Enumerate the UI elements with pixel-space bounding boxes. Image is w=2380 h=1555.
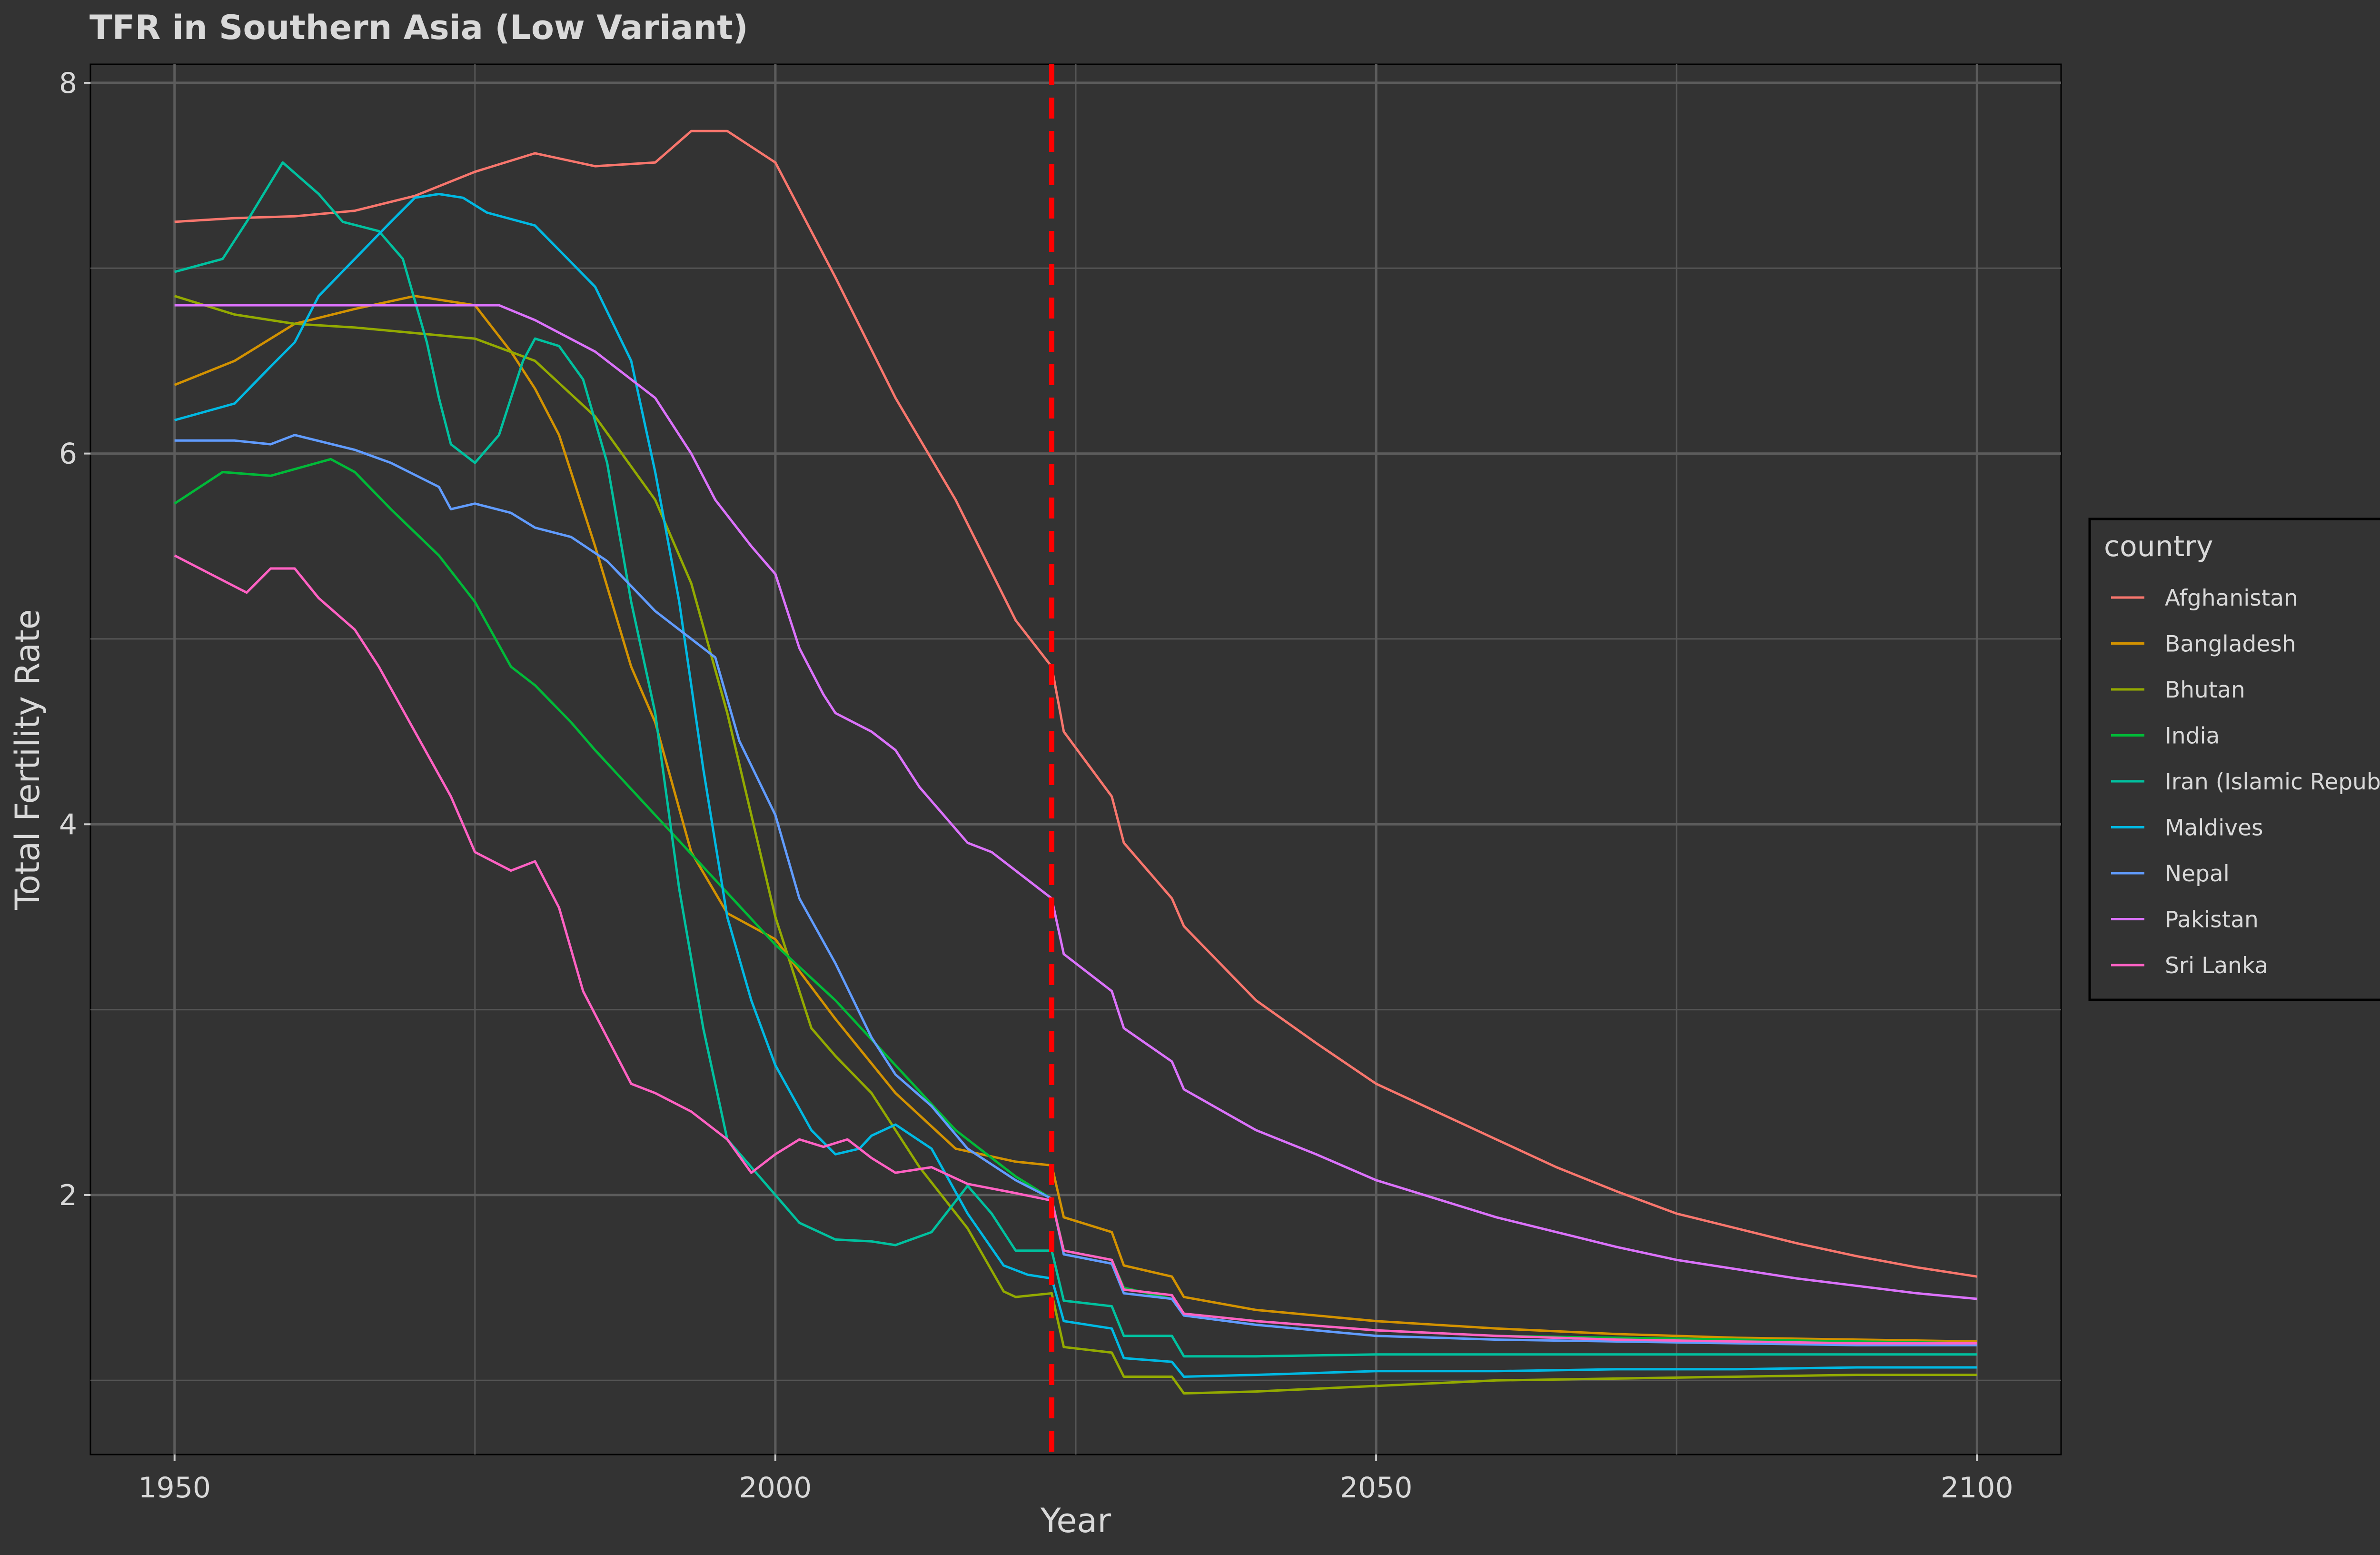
chart-title: TFR in Southern Asia (Low Variant) [89,8,748,47]
y-axis-ticks: 2 4 6 8 [59,67,90,1212]
legend-label: Nepal [2165,861,2230,887]
y-tick-label: 4 [59,808,77,841]
legend-label: Maldives [2165,815,2263,841]
series-line [174,304,1977,1300]
series-line [174,130,1977,1278]
legend-label: Pakistan [2165,907,2259,933]
legend-items: Afghanistan Bangladesh Bhutan India Iran (Is… [2111,585,2380,979]
legend-label: Iran (Islamic Republic of) [2165,769,2380,795]
x-tick-label: 2100 [1941,1471,2013,1505]
legend-label: Bhutan [2165,677,2245,703]
series-line [174,554,1977,1345]
y-axis-title: Total Fertility Rate [8,609,47,910]
grid-major [90,64,2061,1455]
legend-label: Afghanistan [2165,585,2298,611]
series-line [174,295,1977,1343]
series-line [174,434,1977,1346]
legend-label: Sri Lanka [2165,953,2268,979]
series-layer [174,130,1977,1395]
legend-title: country [2104,530,2213,563]
x-tick-label: 2000 [739,1471,812,1505]
series-line [174,161,1977,1358]
x-axis-title: Year [1040,1501,1111,1540]
legend: country Afghanistan Bangladesh Bhutan India… [2088,518,2380,1001]
x-axis-ticks: 1950 2000 2050 2100 [138,1455,2013,1505]
series-line [174,193,1977,1378]
x-tick-label: 2050 [1340,1471,1413,1505]
legend-label: Bangladesh [2165,631,2296,658]
y-tick-label: 2 [59,1179,77,1212]
legend-label: India [2165,723,2220,749]
y-tick-label: 8 [59,67,77,100]
x-tick-label: 1950 [138,1471,211,1505]
y-tick-label: 6 [59,438,77,471]
series-line [174,295,1977,1395]
grid-minor [90,64,2061,1455]
